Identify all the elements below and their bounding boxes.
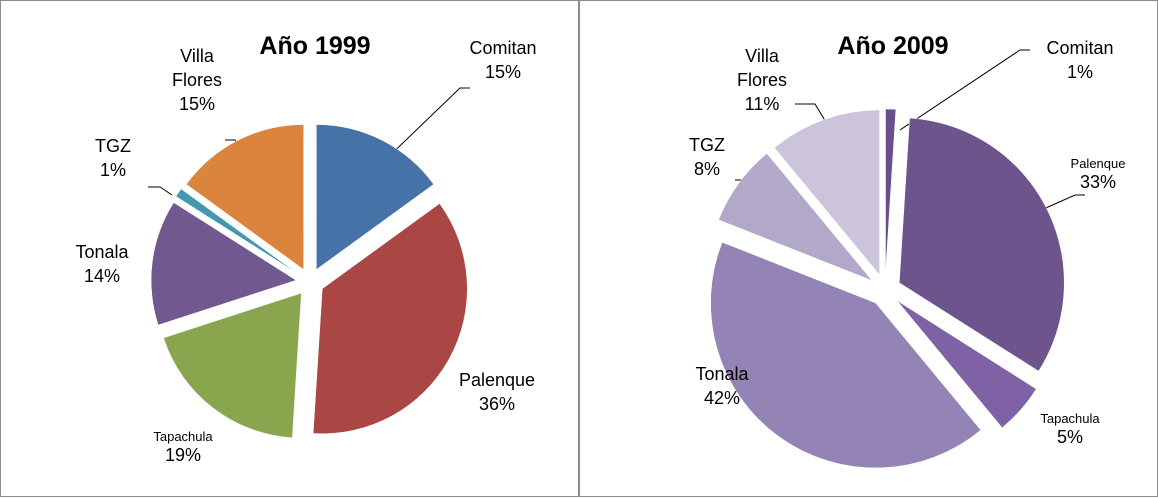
category-name: Comitan	[469, 38, 537, 58]
category-name: Villa Flores	[171, 46, 222, 90]
value-label: 33%	[1079, 172, 1117, 192]
slice-label: Tonala 14%	[75, 240, 128, 288]
pie-slice	[885, 108, 897, 275]
category-name: Villa Flores	[736, 46, 787, 90]
value-label: 15%	[484, 62, 522, 82]
pie-slice	[175, 188, 299, 275]
slice-label: Villa Flores 11%	[732, 44, 792, 116]
slice-label: Tapachula 19%	[153, 428, 212, 466]
value-label: 5%	[1056, 427, 1083, 447]
value-label: 1%	[1066, 62, 1093, 82]
slice-label: TGZ 8%	[689, 133, 725, 181]
category-name: Palenque	[1070, 156, 1126, 171]
pie-slice	[316, 124, 435, 271]
chart-title: Año 1999	[259, 32, 371, 60]
value-label: 36%	[478, 394, 516, 414]
category-name: Comitan	[1046, 38, 1114, 58]
category-name: TGZ	[95, 136, 131, 156]
slice-label: Comitan 15%	[469, 36, 536, 84]
category-name: Tonala	[75, 242, 129, 262]
category-name: Tapachula	[153, 429, 213, 444]
pie-slice	[185, 124, 304, 271]
slice-label: Comitan 1%	[1046, 36, 1113, 84]
slice-label: Palenque 36%	[459, 368, 535, 416]
slice-label: Villa Flores 15%	[167, 44, 227, 116]
chart-title: Año 2009	[837, 32, 949, 60]
pie-slice	[898, 117, 1065, 372]
slice-label: TGZ 1%	[95, 134, 131, 182]
value-label: 8%	[693, 159, 720, 179]
pie-slice	[163, 292, 302, 439]
category-name: TGZ	[689, 135, 725, 155]
value-label: 15%	[178, 94, 216, 114]
pie-slice	[896, 300, 1037, 429]
slice-label: Tonala 42%	[695, 362, 748, 410]
value-label: 14%	[83, 266, 121, 286]
pie-slice	[312, 203, 468, 434]
pie-slice	[774, 109, 880, 276]
pie-slice	[710, 241, 982, 469]
value-label: 19%	[164, 445, 202, 465]
pie-slice	[150, 202, 297, 326]
value-label: 11%	[744, 94, 780, 114]
pie-slice	[718, 153, 873, 281]
value-label: 1%	[99, 160, 126, 180]
slice-label: Palenque 33%	[1071, 155, 1126, 193]
chart-panel	[0, 0, 580, 497]
category-name: Tapachula	[1040, 411, 1100, 426]
slice-label: Tapachula 5%	[1040, 410, 1099, 448]
value-label: 42%	[703, 388, 741, 408]
category-name: Palenque	[458, 370, 536, 390]
category-name: Tonala	[695, 364, 749, 384]
